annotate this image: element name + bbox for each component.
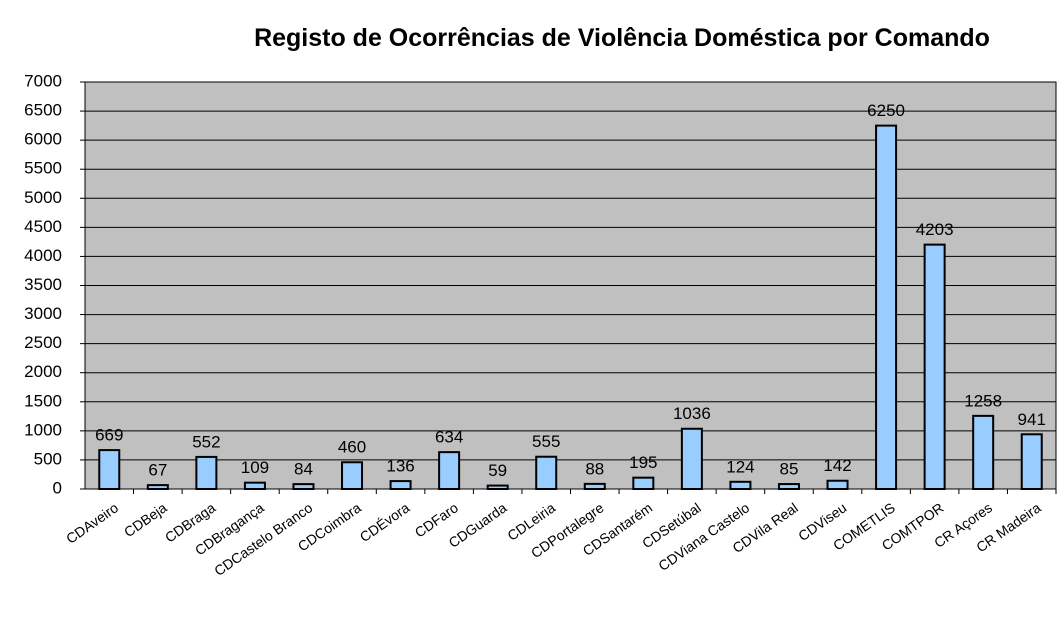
y-tick-label: 0	[53, 478, 62, 497]
value-label: 941	[1018, 410, 1046, 429]
y-tick-label: 500	[34, 449, 62, 468]
bar	[972, 414, 995, 491]
y-tick-label: 1500	[24, 391, 62, 410]
value-label: 1258	[964, 391, 1002, 410]
y-tick-label: 5500	[24, 159, 62, 178]
bar	[923, 243, 946, 490]
y-tick-label: 7000	[24, 71, 62, 90]
bar	[777, 483, 800, 491]
x-tick-label: CDAveiro	[63, 499, 121, 546]
x-tick-label: CDÉvora	[357, 499, 413, 545]
value-label: 59	[488, 461, 507, 480]
y-tick-label: 4000	[24, 246, 62, 265]
bar	[389, 480, 412, 490]
y-tick-label: 3000	[24, 304, 62, 323]
value-label: 669	[95, 426, 123, 445]
value-label: 142	[823, 456, 851, 475]
bar	[680, 427, 703, 491]
y-tick-label: 6500	[24, 101, 62, 120]
bar	[243, 481, 266, 490]
y-tick-label: 2500	[24, 333, 62, 352]
chart-title: Registo de Ocorrências de Violência Domé…	[254, 24, 990, 52]
value-label: 88	[585, 459, 604, 478]
bar	[583, 482, 606, 490]
y-tick-label: 2000	[24, 362, 62, 381]
value-label: 555	[532, 432, 560, 451]
bar	[195, 455, 218, 491]
value-label: 460	[338, 438, 366, 457]
value-label: 136	[386, 457, 414, 476]
y-tick-label: 5000	[24, 188, 62, 207]
y-tick-label: 6000	[24, 130, 62, 149]
value-label: 195	[629, 453, 657, 472]
bar	[486, 484, 509, 491]
value-label: 1036	[673, 404, 711, 423]
value-label: 634	[435, 428, 463, 447]
bar	[875, 124, 898, 490]
y-tick-label: 3500	[24, 275, 62, 294]
bar	[438, 451, 461, 490]
bar	[146, 484, 169, 491]
value-label: 552	[192, 432, 220, 451]
value-label: 124	[726, 457, 754, 476]
y-tick-label: 1000	[24, 420, 62, 439]
value-label: 4203	[916, 220, 954, 239]
y-tick-label: 4500	[24, 217, 62, 236]
bar	[535, 455, 558, 490]
value-label: 109	[241, 458, 269, 477]
bar	[341, 461, 364, 490]
bar	[292, 483, 315, 490]
bar	[1020, 433, 1043, 490]
bar	[632, 476, 655, 490]
value-label: 85	[780, 460, 799, 479]
value-label: 67	[148, 461, 167, 480]
bar	[729, 480, 752, 490]
value-label: 84	[294, 460, 313, 479]
bar	[98, 449, 121, 490]
value-label: 6250	[867, 101, 905, 120]
bar	[826, 479, 849, 490]
